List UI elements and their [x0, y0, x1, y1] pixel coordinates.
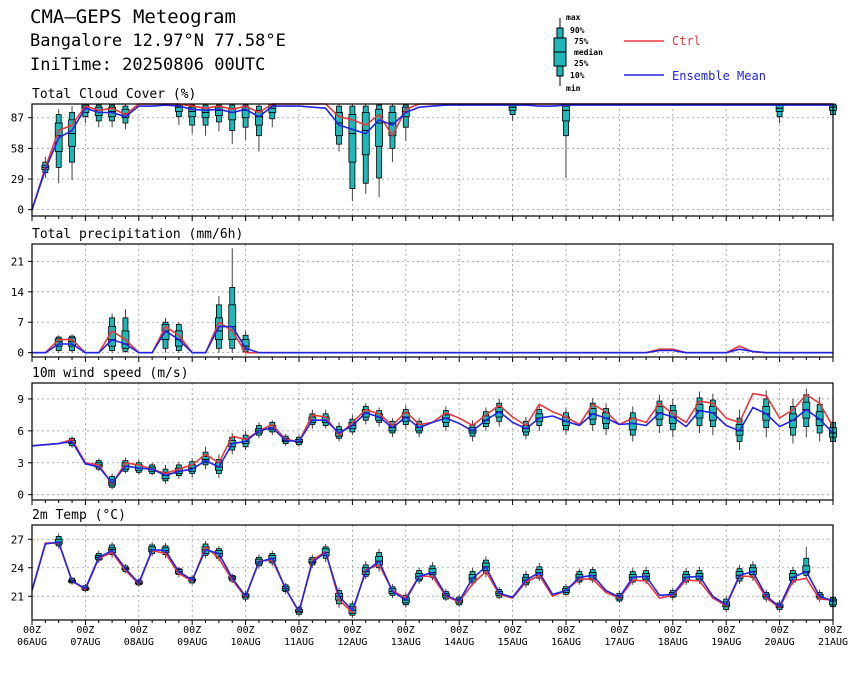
chart-title: CMA—GEPS Meteogram — [30, 6, 236, 28]
panel-title: Total Cloud Cover (%) — [32, 87, 196, 102]
x-tick-label-time: 00Z — [450, 625, 468, 636]
box-inner — [255, 109, 263, 126]
x-tick-label-time: 00Z — [717, 625, 735, 636]
ensemble-mean-line — [31, 541, 834, 613]
box-inner — [174, 330, 183, 347]
legend-box-key-label: 90% — [570, 26, 585, 35]
box-inner — [241, 339, 250, 350]
x-tick-label-date: 11AUG — [284, 637, 314, 648]
legend-box-key-label: median — [574, 47, 603, 57]
x-tick-label-time: 00Z — [23, 625, 41, 636]
panel-title: 10m wind speed (m/s) — [32, 366, 189, 381]
x-tick-label-time: 00Z — [664, 625, 682, 636]
y-tick-label: 29 — [11, 173, 24, 186]
legend-mean-label: Ensemble Mean — [672, 69, 766, 83]
ensemble-mean-line — [31, 406, 834, 484]
y-tick-label: 3 — [17, 457, 24, 470]
x-tick-label-time: 00Z — [610, 625, 628, 636]
box-inner — [562, 105, 570, 122]
ctrl-line — [31, 103, 833, 210]
x-tick-label-date: 18AUG — [658, 637, 688, 648]
y-tick-label: 21 — [11, 590, 24, 603]
legend-box-key-label: 75% — [574, 37, 589, 46]
y-tick-label: 6 — [17, 425, 24, 438]
box-inner — [375, 108, 384, 147]
panel-frame — [31, 243, 834, 358]
x-tick-label-time: 00Z — [237, 625, 255, 636]
x-tick-label-date: 15AUG — [498, 637, 528, 648]
box-inner — [174, 104, 183, 112]
y-tick-label: 24 — [11, 562, 25, 575]
y-tick-label: 7 — [17, 316, 24, 329]
x-tick-label-date: 08AUG — [124, 637, 154, 648]
x-tick-label-time: 00Z — [397, 625, 415, 636]
y-tick-label: 9 — [17, 393, 24, 406]
x-tick-label-time: 00Z — [290, 625, 308, 636]
x-tick-label-time: 00Z — [130, 625, 148, 636]
init-time-label: IniTime: 20250806 00UTC — [30, 55, 266, 75]
x-tick-label-date: 06AUG — [17, 637, 47, 648]
box-inner — [228, 304, 237, 341]
x-tick-label-date: 14AUG — [444, 637, 474, 648]
y-tick-label: 87 — [11, 112, 24, 125]
x-tick-label-date: 12AUG — [337, 637, 367, 648]
x-tick-label-time: 00Z — [343, 625, 361, 636]
x-tick-label-time: 00Z — [183, 625, 201, 636]
legend-box-key-label: 10% — [570, 71, 585, 80]
x-tick-label-date: 07AUG — [70, 637, 100, 648]
box-inner — [188, 106, 197, 118]
x-tick-label-date: 10AUG — [231, 637, 261, 648]
ensemble-mean-line — [31, 104, 833, 210]
legend-box-key-label: 25% — [574, 59, 589, 68]
x-tick-label-time: 00Z — [504, 625, 522, 636]
x-tick-label-time: 00Z — [771, 625, 789, 636]
box-inner — [241, 106, 250, 119]
y-tick-label: 0 — [17, 489, 24, 502]
x-tick-label-date: 09AUG — [177, 637, 207, 648]
legend-box-key-label: min — [566, 83, 581, 93]
ctrl-line — [32, 321, 833, 354]
box-inner — [348, 114, 357, 163]
x-tick-label-date: 16AUG — [551, 637, 581, 648]
legend-ctrl-label: Ctrl — [672, 34, 701, 48]
x-tick-label-date: 21AUG — [818, 637, 848, 648]
box-inner — [428, 568, 437, 575]
location-label: Bangalore 12.97°N 77.58°E — [30, 31, 286, 51]
panel-title: 2m Temp (°C) — [32, 508, 126, 523]
panel-title: Total precipitation (mm/6h) — [32, 227, 243, 242]
x-tick-label-date: 19AUG — [711, 637, 741, 648]
box-inner — [228, 107, 237, 121]
y-tick-label: 58 — [11, 142, 24, 155]
panel-frame — [31, 382, 834, 501]
x-tick-label-time: 00Z — [76, 625, 94, 636]
y-tick-label: 0 — [17, 347, 24, 360]
y-tick-label: 14 — [11, 286, 25, 299]
x-tick-label-date: 20AUG — [765, 637, 795, 648]
panel-frame — [31, 524, 834, 621]
panel-frame — [31, 103, 834, 217]
ctrl-line — [31, 542, 834, 614]
ensemble-mean-line — [32, 325, 833, 354]
y-tick-label: 27 — [11, 533, 24, 546]
box-inner — [214, 106, 223, 117]
x-tick-label-date: 13AUG — [391, 637, 421, 648]
y-tick-label: 21 — [11, 255, 24, 268]
legend-box-key-label: max — [566, 13, 581, 22]
x-tick-label-date: 17AUG — [604, 637, 634, 648]
x-tick-label-time: 00Z — [824, 625, 842, 636]
y-tick-label: 0 — [17, 204, 24, 217]
x-tick-label-time: 00Z — [557, 625, 575, 636]
